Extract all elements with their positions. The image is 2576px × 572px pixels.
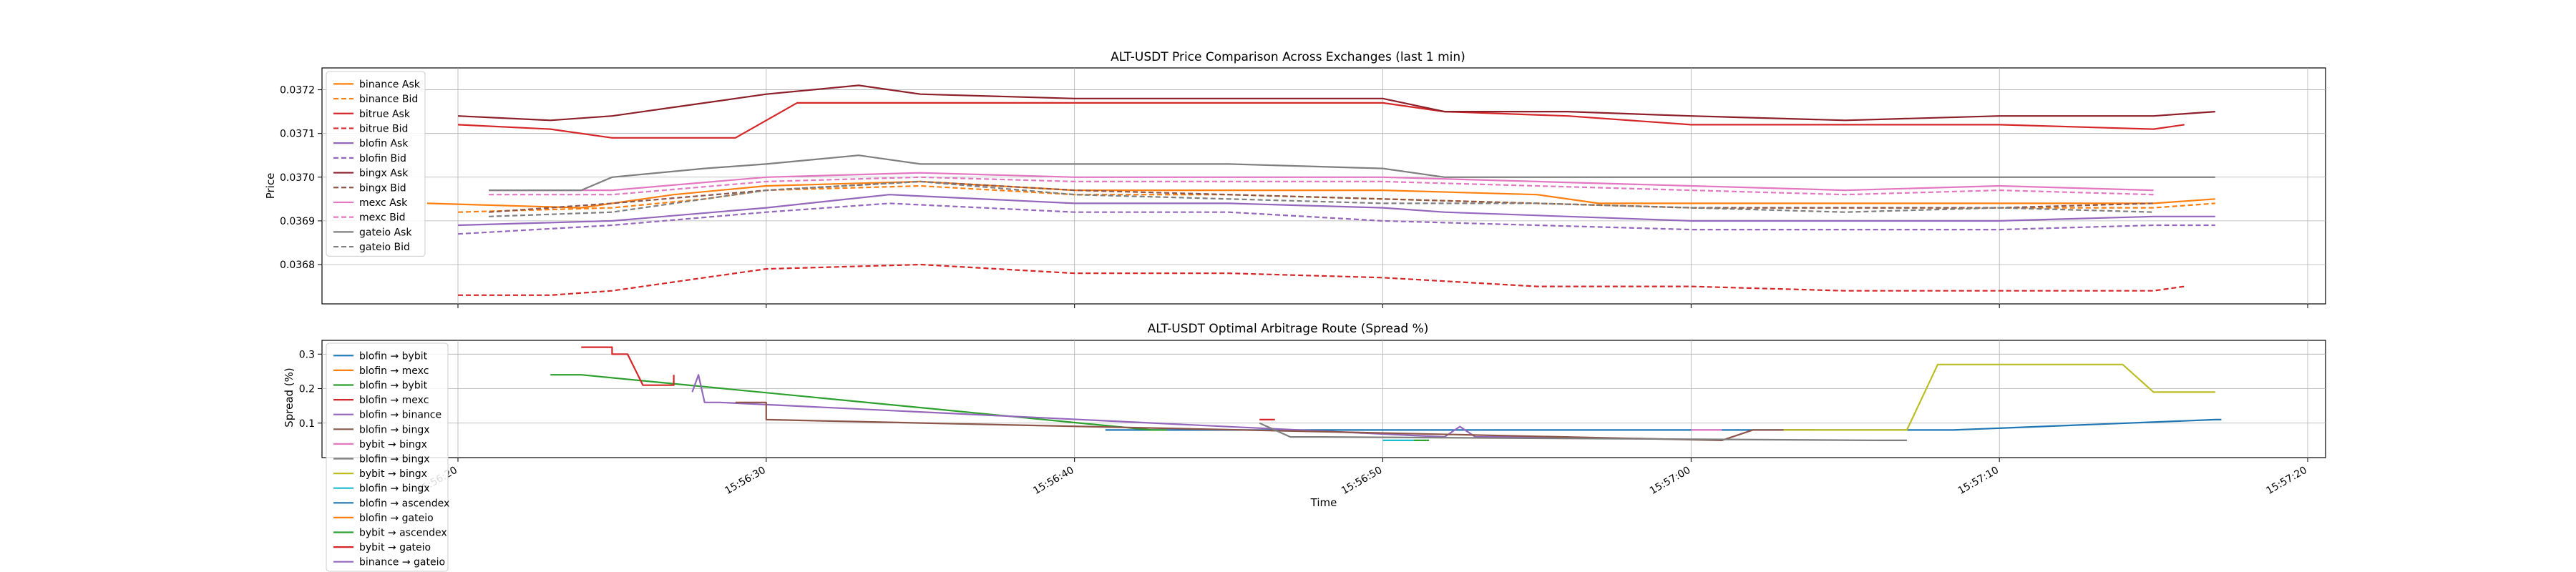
y-tick-label: 0.2 (299, 384, 315, 395)
legend-entry: blofin Bid (359, 153, 406, 164)
legend-entry: bybit → bingx (359, 439, 427, 450)
legend-entry: binance Bid (359, 94, 418, 105)
series-line-mexc-ask (489, 172, 2154, 192)
legend-box (326, 342, 449, 572)
price-chart: ALT-USDT Price Comparison Across Exchang… (264, 50, 2326, 308)
legend-entry: binance Ask (359, 79, 421, 90)
legend-entry: bybit → bingx (359, 468, 427, 480)
series-line-blofin-bybit (550, 374, 1167, 431)
legend-entry: blofin → bybit (359, 350, 428, 362)
legend-entry: gateio Bid (359, 242, 410, 253)
legend-entry: bitrue Bid (359, 123, 408, 134)
price-chart-y-ticks: 0.0368 0.0369 0.0370 0.0371 0.0372 (280, 85, 322, 271)
legend-entry: blofin → mexc (359, 365, 429, 377)
legend-entry: blofin → binance (359, 410, 441, 421)
series-line-blofin-ask (457, 194, 2215, 227)
legend-entry: blofin Ask (359, 138, 409, 149)
series-line-blofin-bingx (1259, 422, 1907, 442)
series-line-bingx-bid (489, 180, 2154, 213)
series-line-gateio-bid (489, 180, 2154, 217)
series-line-bybit-bingx (1783, 363, 2215, 431)
series-line-gateio-ask (489, 154, 2215, 192)
series-line-blofin-bybit (1105, 418, 2222, 431)
y-tick-label: 0.0369 (280, 216, 315, 227)
spread-chart-y-ticks: 0.1 0.2 0.3 (299, 349, 322, 430)
y-tick-label: 0.1 (299, 418, 315, 430)
legend-entry: blofin → bingx (359, 454, 430, 465)
legend-entry: blofin → mexc (359, 395, 429, 406)
legend-entry: blofin → ascendex (359, 498, 449, 509)
price-chart-title: ALT-USDT Price Comparison Across Exchang… (1111, 50, 1465, 64)
spread-chart-legend: blofin → bybit blofin → mexc blofin → bybi… (326, 342, 449, 572)
y-tick-label: 0.0370 (280, 172, 315, 184)
legend-entry: bitrue Ask (359, 109, 411, 120)
legend-box (326, 71, 426, 257)
legend-entry: bingx Ask (359, 168, 409, 179)
spread-chart-series (550, 346, 2222, 442)
series-line-binance-ask (426, 180, 2215, 209)
legend-entry: mexc Bid (359, 212, 406, 224)
price-chart-legend: binance Ask binance Bid bitrue Ask bitrue B… (326, 71, 426, 257)
legend-entry: blofin → bingx (359, 424, 430, 435)
spread-chart-frame (321, 340, 2326, 458)
series-line-mexc-bid (489, 176, 2154, 196)
legend-entry: gateio Ask (359, 227, 412, 238)
spread-chart-x-label: Time (1310, 496, 1337, 509)
price-chart-x-ticks (457, 304, 2308, 308)
series-line-bitrue-bid (458, 263, 2185, 296)
legend-entry: blofin → bingx (359, 483, 430, 495)
spread-chart-y-label: Spread (%) (283, 368, 296, 428)
legend-entry: binance → gateio (359, 557, 445, 568)
y-tick-label: 0.0368 (280, 260, 315, 271)
price-chart-frame (321, 67, 2326, 305)
series-line-bitrue-ask (457, 102, 2185, 139)
price-chart-y-label: Price (264, 173, 277, 199)
series-line-blofin-mexc (581, 346, 675, 386)
series-line-blofin-bid (457, 202, 2215, 235)
spread-chart-grid (322, 340, 2326, 458)
price-chart-series (426, 84, 2215, 296)
y-tick-label: 0.0372 (280, 85, 315, 97)
legend-entry: mexc Ask (359, 197, 408, 209)
legend-entry: bybit → ascendex (359, 528, 447, 539)
y-tick-label: 0.3 (299, 349, 315, 360)
legend-entry: bybit → gateio (359, 542, 431, 553)
legend-entry: bingx Bid (359, 182, 406, 194)
spread-chart-title: ALT-USDT Optimal Arbitrage Route (Spread… (1148, 322, 1429, 336)
y-tick-label: 0.0371 (280, 129, 315, 140)
series-line-bingx-ask (457, 84, 2215, 122)
series-line-blofin-bingx (735, 401, 1815, 442)
legend-entry: blofin → gateio (359, 513, 434, 524)
legend-entry: blofin → bybit (359, 380, 428, 392)
